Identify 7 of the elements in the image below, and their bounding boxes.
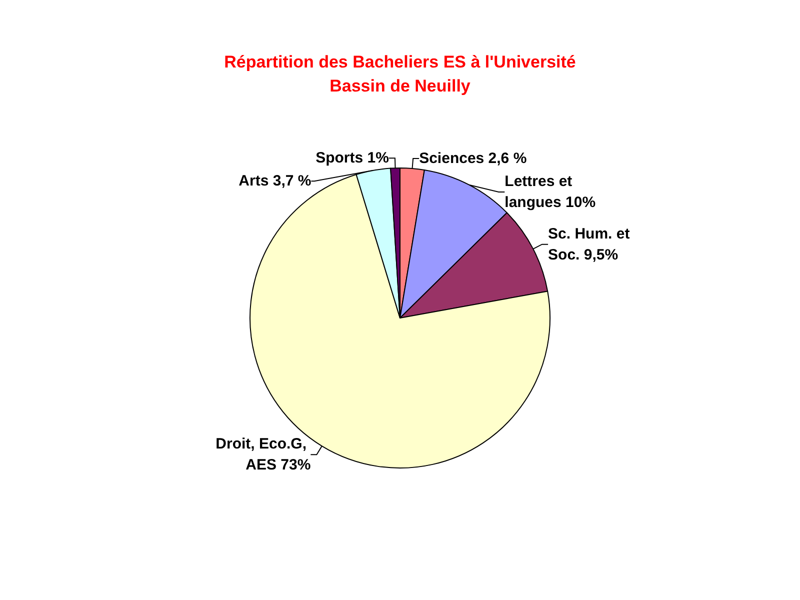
chart-title: Répartition des Bacheliers ES à l'Université Bassin de Neuilly xyxy=(224,52,576,96)
slice-label: Droit, Eco.G, AES 73% xyxy=(216,436,311,474)
slice-label: Lettres et langues 10% xyxy=(504,173,596,212)
slice-label: Sciences 2,6 % xyxy=(419,150,527,168)
slice-label: Arts 3,7 % xyxy=(238,172,312,190)
slice-label: Sc. Hum. et Soc. 9,5% xyxy=(548,225,634,264)
slice-label: Sports 1% xyxy=(316,150,389,167)
